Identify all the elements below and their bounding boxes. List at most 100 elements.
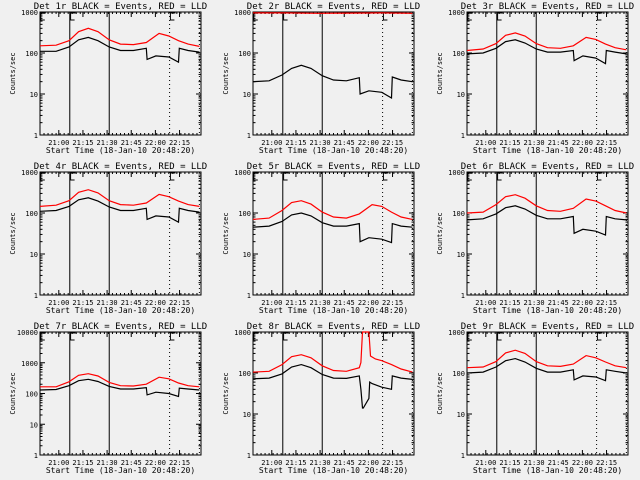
marker-bracket [70,172,76,181]
y-tick-label: 1000 [21,169,38,177]
chart-panel-1: Det 1r BLACK = Events, RED = LLD Counts/s… [9,2,207,155]
y-tick-label: 1 [461,452,465,460]
plot-frame [39,331,202,456]
y-tick-label: 100 [25,50,38,58]
y-tick-label: 10 [243,411,251,419]
x-tick-label: 22:00 [145,139,166,147]
y-tick-label: 100 [238,50,251,58]
chart-panel-2: Det 2r BLACK = Events, RED = LLD Counts/s… [222,2,420,155]
marker-bracket [497,12,503,21]
x-tick-label: 22:15 [382,299,403,307]
marker-label: F [499,173,504,182]
y-tick-label: 1000 [234,9,251,17]
x-tick-label: 21:15 [499,459,520,467]
marker-bracket [40,172,46,181]
marker-label: F [285,333,290,342]
marker-bracket [253,172,259,181]
marker-bracket [382,172,389,181]
x-tick-label: 21:00 [475,139,496,147]
y-tick-label: 10 [30,91,38,99]
x-tick-label: 21:00 [475,459,496,467]
marker-bracket [40,12,46,21]
y-axis-label: Counts/sec [436,52,444,94]
marker-bracket [497,332,503,341]
y-tick-label: 10 [457,91,465,99]
y-tick-label: 1 [461,132,465,140]
x-tick-label: 22:00 [358,459,379,467]
series-line-events [466,39,627,65]
x-tick-label: 21:15 [285,139,306,147]
x-tick-label: 21:15 [499,139,520,147]
plot-frame [466,331,629,456]
marker-label: E [255,333,260,342]
marker-label: E [384,173,389,182]
y-tick-label: 100 [238,370,251,378]
marker-label: E [469,173,474,182]
marker-label: E [255,173,260,182]
x-tick-label: 22:00 [358,139,379,147]
y-tick-label: 10 [457,411,465,419]
series-line-events [466,357,627,382]
y-tick-label: 1 [34,292,38,300]
y-tick-label: 100 [452,370,465,378]
y-axis-label: Counts/sec [9,212,17,254]
x-tick-label: 21:30 [97,299,118,307]
plot-frame [252,331,415,456]
y-tick-label: 1000 [21,9,38,17]
marker-bracket [70,332,76,341]
series-line-events [39,197,200,224]
plot-frame [252,11,415,136]
series-line-lld [252,331,413,373]
y-axis-label: Counts/sec [9,52,17,94]
marker-label: E [598,13,603,22]
x-tick-label: 21:30 [524,459,545,467]
chart-panel-9: Det 9r BLACK = Events, RED = LLD Counts/s… [436,322,634,475]
x-tick-label: 21:15 [72,139,93,147]
x-tick-label: 21:15 [72,299,93,307]
chart-title: Det 4r BLACK = Events, RED = LLD [34,162,207,172]
x-tick-label: 21:00 [48,139,69,147]
x-axis-label: Start Time (18-Jan-10 20:48:20) [473,466,622,475]
x-tick-label: 21:30 [524,139,545,147]
chart-panel-3: Det 3r BLACK = Events, RED = LLD Counts/s… [436,2,634,155]
chart-title: Det 2r BLACK = Events, RED = LLD [247,2,420,12]
x-tick-label: 22:15 [596,139,617,147]
x-tick-label: 21:15 [499,299,520,307]
marker-bracket [467,12,473,21]
chart-title: Det 9r BLACK = Events, RED = LLD [461,322,634,332]
marker-label: E [255,13,260,22]
x-tick-label: 21:30 [310,139,331,147]
y-tick-label: 1000 [448,329,465,337]
y-tick-label: 1000 [448,169,465,177]
series-line-events [252,363,413,409]
marker-label: F [72,333,77,342]
marker-bracket [283,332,289,341]
x-tick-label: 22:15 [382,459,403,467]
x-tick-label: 21:45 [121,139,142,147]
marker-bracket [596,172,603,181]
plot-frame [252,171,415,296]
y-axis-label: Counts/sec [9,372,17,414]
marker-bracket [169,12,176,21]
x-axis-label: Start Time (18-Jan-10 20:48:20) [259,146,408,155]
chart-panel-6: Det 6r BLACK = Events, RED = LLD Counts/s… [436,162,634,315]
plot-frame [466,171,629,296]
x-tick-label: 22:00 [145,459,166,467]
marker-label: E [42,173,47,182]
marker-bracket [596,332,603,341]
marker-label: E [598,333,603,342]
marker-label: E [469,13,474,22]
y-tick-label: 10 [30,421,38,429]
x-tick-label: 21:45 [121,299,142,307]
marker-label: E [469,333,474,342]
chart-panel-7: Det 7r BLACK = Events, RED = LLD Counts/s… [9,322,207,475]
series-line-lld [466,32,627,52]
x-axis-label: Start Time (18-Jan-10 20:48:20) [46,146,195,155]
chart-title: Det 1r BLACK = Events, RED = LLD [34,2,207,12]
x-tick-label: 21:30 [310,459,331,467]
y-tick-label: 1000 [234,169,251,177]
series-line-events [40,36,200,64]
series-line-events [39,378,200,398]
marker-bracket [169,332,176,341]
y-axis-label: Counts/sec [222,52,230,94]
